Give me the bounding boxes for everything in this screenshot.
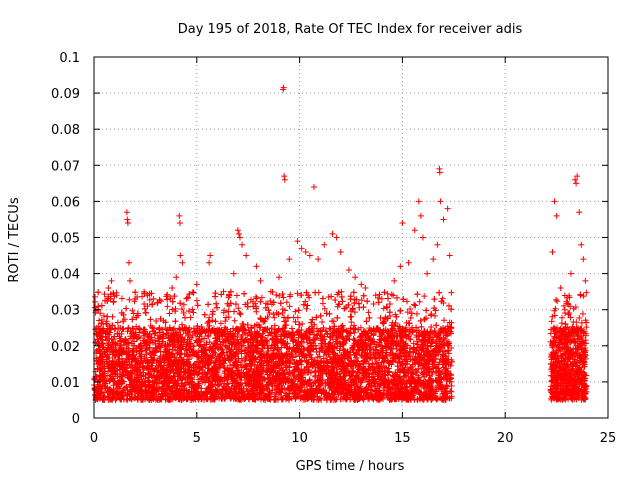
- data-point: [421, 316, 428, 323]
- data-point: [358, 297, 365, 304]
- data-point: [180, 301, 187, 308]
- data-point: [279, 291, 286, 298]
- data-point: [421, 293, 428, 300]
- data-point: [338, 288, 345, 295]
- data-point: [439, 295, 446, 302]
- data-point: [189, 306, 196, 313]
- data-point: [136, 335, 143, 342]
- data-point: [134, 335, 141, 342]
- data-point: [376, 291, 383, 298]
- data-point: [404, 298, 411, 305]
- data-point: [411, 301, 418, 308]
- data-point: [311, 373, 318, 380]
- data-point: [413, 310, 420, 317]
- data-point: [292, 308, 299, 315]
- data-point: [319, 319, 326, 326]
- data-point: [380, 305, 387, 312]
- data-point: [109, 313, 116, 320]
- data-point: [217, 320, 224, 327]
- data-point: [114, 319, 121, 326]
- data-point: [141, 305, 148, 312]
- data-points: [91, 84, 590, 403]
- data-point: [223, 349, 230, 356]
- data-point: [139, 293, 146, 300]
- data-point: [407, 315, 414, 322]
- data-point: [164, 303, 171, 310]
- data-point: [283, 299, 290, 306]
- data-point: [98, 316, 105, 323]
- data-point: [348, 319, 355, 326]
- data-point: [267, 298, 274, 305]
- data-point: [356, 304, 363, 311]
- data-point: [92, 293, 99, 300]
- data-point: [206, 339, 213, 346]
- data-point: [126, 296, 133, 303]
- data-point: [414, 350, 421, 357]
- data-point: [299, 320, 306, 327]
- data-point: [129, 307, 136, 314]
- data-point: [393, 345, 400, 352]
- data-point: [233, 292, 240, 299]
- data-point: [294, 328, 301, 335]
- data-point: [441, 317, 448, 324]
- data-point: [201, 379, 208, 386]
- data-point: [326, 325, 333, 332]
- data-point: [365, 309, 372, 316]
- data-point: [179, 321, 186, 328]
- data-point: [193, 297, 200, 304]
- data-point: [377, 315, 384, 322]
- data-point: [101, 291, 108, 298]
- data-point: [141, 301, 148, 308]
- data-point: [416, 298, 423, 305]
- data-point: [142, 347, 149, 354]
- data-point: [303, 305, 310, 312]
- data-point: [312, 289, 319, 296]
- data-point: [187, 314, 194, 321]
- data-point: [370, 300, 377, 307]
- data-point: [231, 317, 238, 324]
- data-point: [410, 340, 417, 347]
- data-point: [220, 383, 227, 390]
- data-point: [404, 309, 411, 316]
- data-point: [236, 309, 243, 316]
- data-point: [92, 298, 99, 305]
- data-point: [448, 289, 455, 296]
- data-point: [253, 293, 259, 300]
- data-point: [222, 318, 229, 325]
- data-point: [258, 294, 265, 301]
- data-point: [221, 307, 228, 314]
- data-point: [294, 290, 301, 297]
- data-point: [319, 300, 326, 307]
- data-point: [110, 382, 117, 389]
- data-point: [118, 295, 125, 302]
- data-point: [273, 291, 280, 298]
- data-point: [298, 361, 305, 368]
- data-point: [271, 314, 278, 321]
- data-point: [388, 291, 395, 298]
- data-point: [413, 369, 420, 376]
- data-point: [181, 314, 188, 321]
- data-point: [303, 336, 310, 343]
- data-point: [302, 298, 309, 305]
- data-point: [235, 305, 242, 312]
- data-point: [286, 303, 293, 310]
- data-point: [100, 312, 107, 319]
